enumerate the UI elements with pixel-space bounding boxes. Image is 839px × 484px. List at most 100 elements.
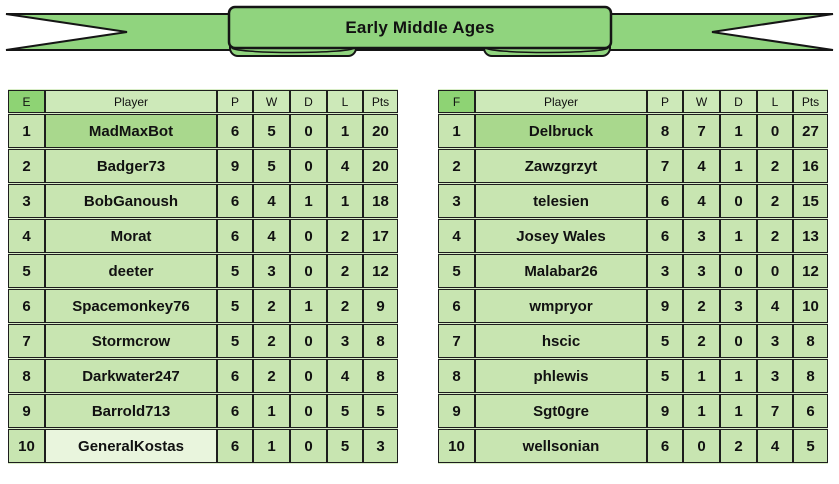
rank-cell: 9 <box>438 394 475 428</box>
stat-cell-wins: 2 <box>253 359 290 393</box>
ribbon-banner-graphic <box>5 5 834 57</box>
stat-cell-played: 5 <box>217 254 253 288</box>
player-cell: Barrold713 <box>45 394 217 428</box>
stat-cell-points: 16 <box>793 149 828 183</box>
stat-cell-points: 9 <box>363 289 398 323</box>
table-row: 7 Stormcrow 5 2 0 3 8 <box>8 324 398 358</box>
stat-cell-points: 17 <box>363 219 398 253</box>
stat-cell-wins: 1 <box>683 359 720 393</box>
stat-cell-played: 8 <box>647 114 683 148</box>
stat-cell-wins: 5 <box>253 114 290 148</box>
stat-cell-wins: 3 <box>253 254 290 288</box>
player-cell: deeter <box>45 254 217 288</box>
rank-cell: 5 <box>8 254 45 288</box>
stat-cell-played: 9 <box>217 149 253 183</box>
stat-cell-played: 6 <box>647 429 683 463</box>
stat-cell-points: 8 <box>793 359 828 393</box>
stat-cell-played: 5 <box>647 324 683 358</box>
table-row: 9 Sgt0gre 9 1 1 7 6 <box>438 394 828 428</box>
table-row: 5 deeter 5 3 0 2 12 <box>8 254 398 288</box>
column-header-draws: D <box>290 90 327 113</box>
stat-cell-draws: 3 <box>720 289 757 323</box>
table-row: 5 Malabar26 3 3 0 0 12 <box>438 254 828 288</box>
column-header-played: P <box>217 90 253 113</box>
stat-cell-played: 6 <box>217 394 253 428</box>
player-cell: telesien <box>475 184 647 218</box>
rank-cell: 10 <box>8 429 45 463</box>
stat-cell-draws: 1 <box>290 289 327 323</box>
player-cell: Morat <box>45 219 217 253</box>
table-row: 2 Badger73 9 5 0 4 20 <box>8 149 398 183</box>
stat-cell-wins: 2 <box>683 324 720 358</box>
stat-cell-losses: 0 <box>757 114 793 148</box>
player-cell: phlewis <box>475 359 647 393</box>
stat-cell-points: 13 <box>793 219 828 253</box>
banner: Early Middle Ages <box>0 0 839 64</box>
standings-table-e: E Player P W D L Pts 1 MadMaxBot 6 5 0 1 20 2 Ba… <box>8 89 398 464</box>
player-cell: GeneralKostas <box>45 429 217 463</box>
stat-cell-played: 9 <box>647 289 683 323</box>
stat-cell-losses: 2 <box>327 254 363 288</box>
rank-cell: 6 <box>438 289 475 323</box>
stat-cell-draws: 0 <box>290 219 327 253</box>
rank-cell: 7 <box>438 324 475 358</box>
stat-cell-played: 5 <box>647 359 683 393</box>
table-row: 6 Spacemonkey76 5 2 1 2 9 <box>8 289 398 323</box>
stat-cell-played: 9 <box>647 394 683 428</box>
group-header-cell: E <box>8 90 45 113</box>
stat-cell-draws: 0 <box>290 324 327 358</box>
stat-cell-draws: 1 <box>720 394 757 428</box>
rank-cell: 2 <box>8 149 45 183</box>
stat-cell-played: 6 <box>217 429 253 463</box>
stat-cell-draws: 0 <box>290 429 327 463</box>
standings-tables: E Player P W D L Pts 1 MadMaxBot 6 5 0 1 20 2 Ba… <box>8 89 828 464</box>
player-cell: BobGanoush <box>45 184 217 218</box>
stat-cell-draws: 1 <box>720 114 757 148</box>
stat-cell-losses: 2 <box>327 219 363 253</box>
stat-cell-wins: 1 <box>253 429 290 463</box>
table-row: 4 Morat 6 4 0 2 17 <box>8 219 398 253</box>
ribbon-center-panel <box>227 5 613 50</box>
player-cell: wellsonian <box>475 429 647 463</box>
table-row: 10 GeneralKostas 6 1 0 5 3 <box>8 429 398 463</box>
stat-cell-points: 20 <box>363 114 398 148</box>
stat-cell-losses: 4 <box>327 359 363 393</box>
rank-cell: 6 <box>8 289 45 323</box>
stat-cell-points: 12 <box>363 254 398 288</box>
rank-cell: 1 <box>438 114 475 148</box>
stat-cell-wins: 7 <box>683 114 720 148</box>
stat-cell-losses: 3 <box>757 359 793 393</box>
table-row: 8 Darkwater247 6 2 0 4 8 <box>8 359 398 393</box>
stat-cell-points: 12 <box>793 254 828 288</box>
stat-cell-losses: 0 <box>757 254 793 288</box>
table-row: 7 hscic 5 2 0 3 8 <box>438 324 828 358</box>
table-row: 9 Barrold713 6 1 0 5 5 <box>8 394 398 428</box>
stat-cell-points: 8 <box>363 324 398 358</box>
stat-cell-losses: 2 <box>757 219 793 253</box>
stat-cell-points: 27 <box>793 114 828 148</box>
rank-cell: 8 <box>438 359 475 393</box>
rank-cell: 7 <box>8 324 45 358</box>
stat-cell-points: 20 <box>363 149 398 183</box>
stat-cell-draws: 0 <box>720 254 757 288</box>
stat-cell-wins: 5 <box>253 149 290 183</box>
table-row: 6 wmpryor 9 2 3 4 10 <box>438 289 828 323</box>
stat-cell-wins: 3 <box>683 254 720 288</box>
stat-cell-played: 6 <box>647 219 683 253</box>
stat-cell-wins: 3 <box>683 219 720 253</box>
stat-cell-played: 3 <box>647 254 683 288</box>
player-cell: Spacemonkey76 <box>45 289 217 323</box>
rank-cell: 9 <box>8 394 45 428</box>
column-header-losses: L <box>757 90 793 113</box>
table-row: 3 telesien 6 4 0 2 15 <box>438 184 828 218</box>
stat-cell-losses: 4 <box>757 429 793 463</box>
column-header-draws: D <box>720 90 757 113</box>
player-cell: Josey Wales <box>475 219 647 253</box>
table-row: 3 BobGanoush 6 4 1 1 18 <box>8 184 398 218</box>
rank-cell: 4 <box>8 219 45 253</box>
stat-cell-losses: 3 <box>757 324 793 358</box>
stat-cell-points: 5 <box>363 394 398 428</box>
stat-cell-losses: 2 <box>757 184 793 218</box>
stat-cell-played: 6 <box>217 359 253 393</box>
stat-cell-draws: 0 <box>290 114 327 148</box>
